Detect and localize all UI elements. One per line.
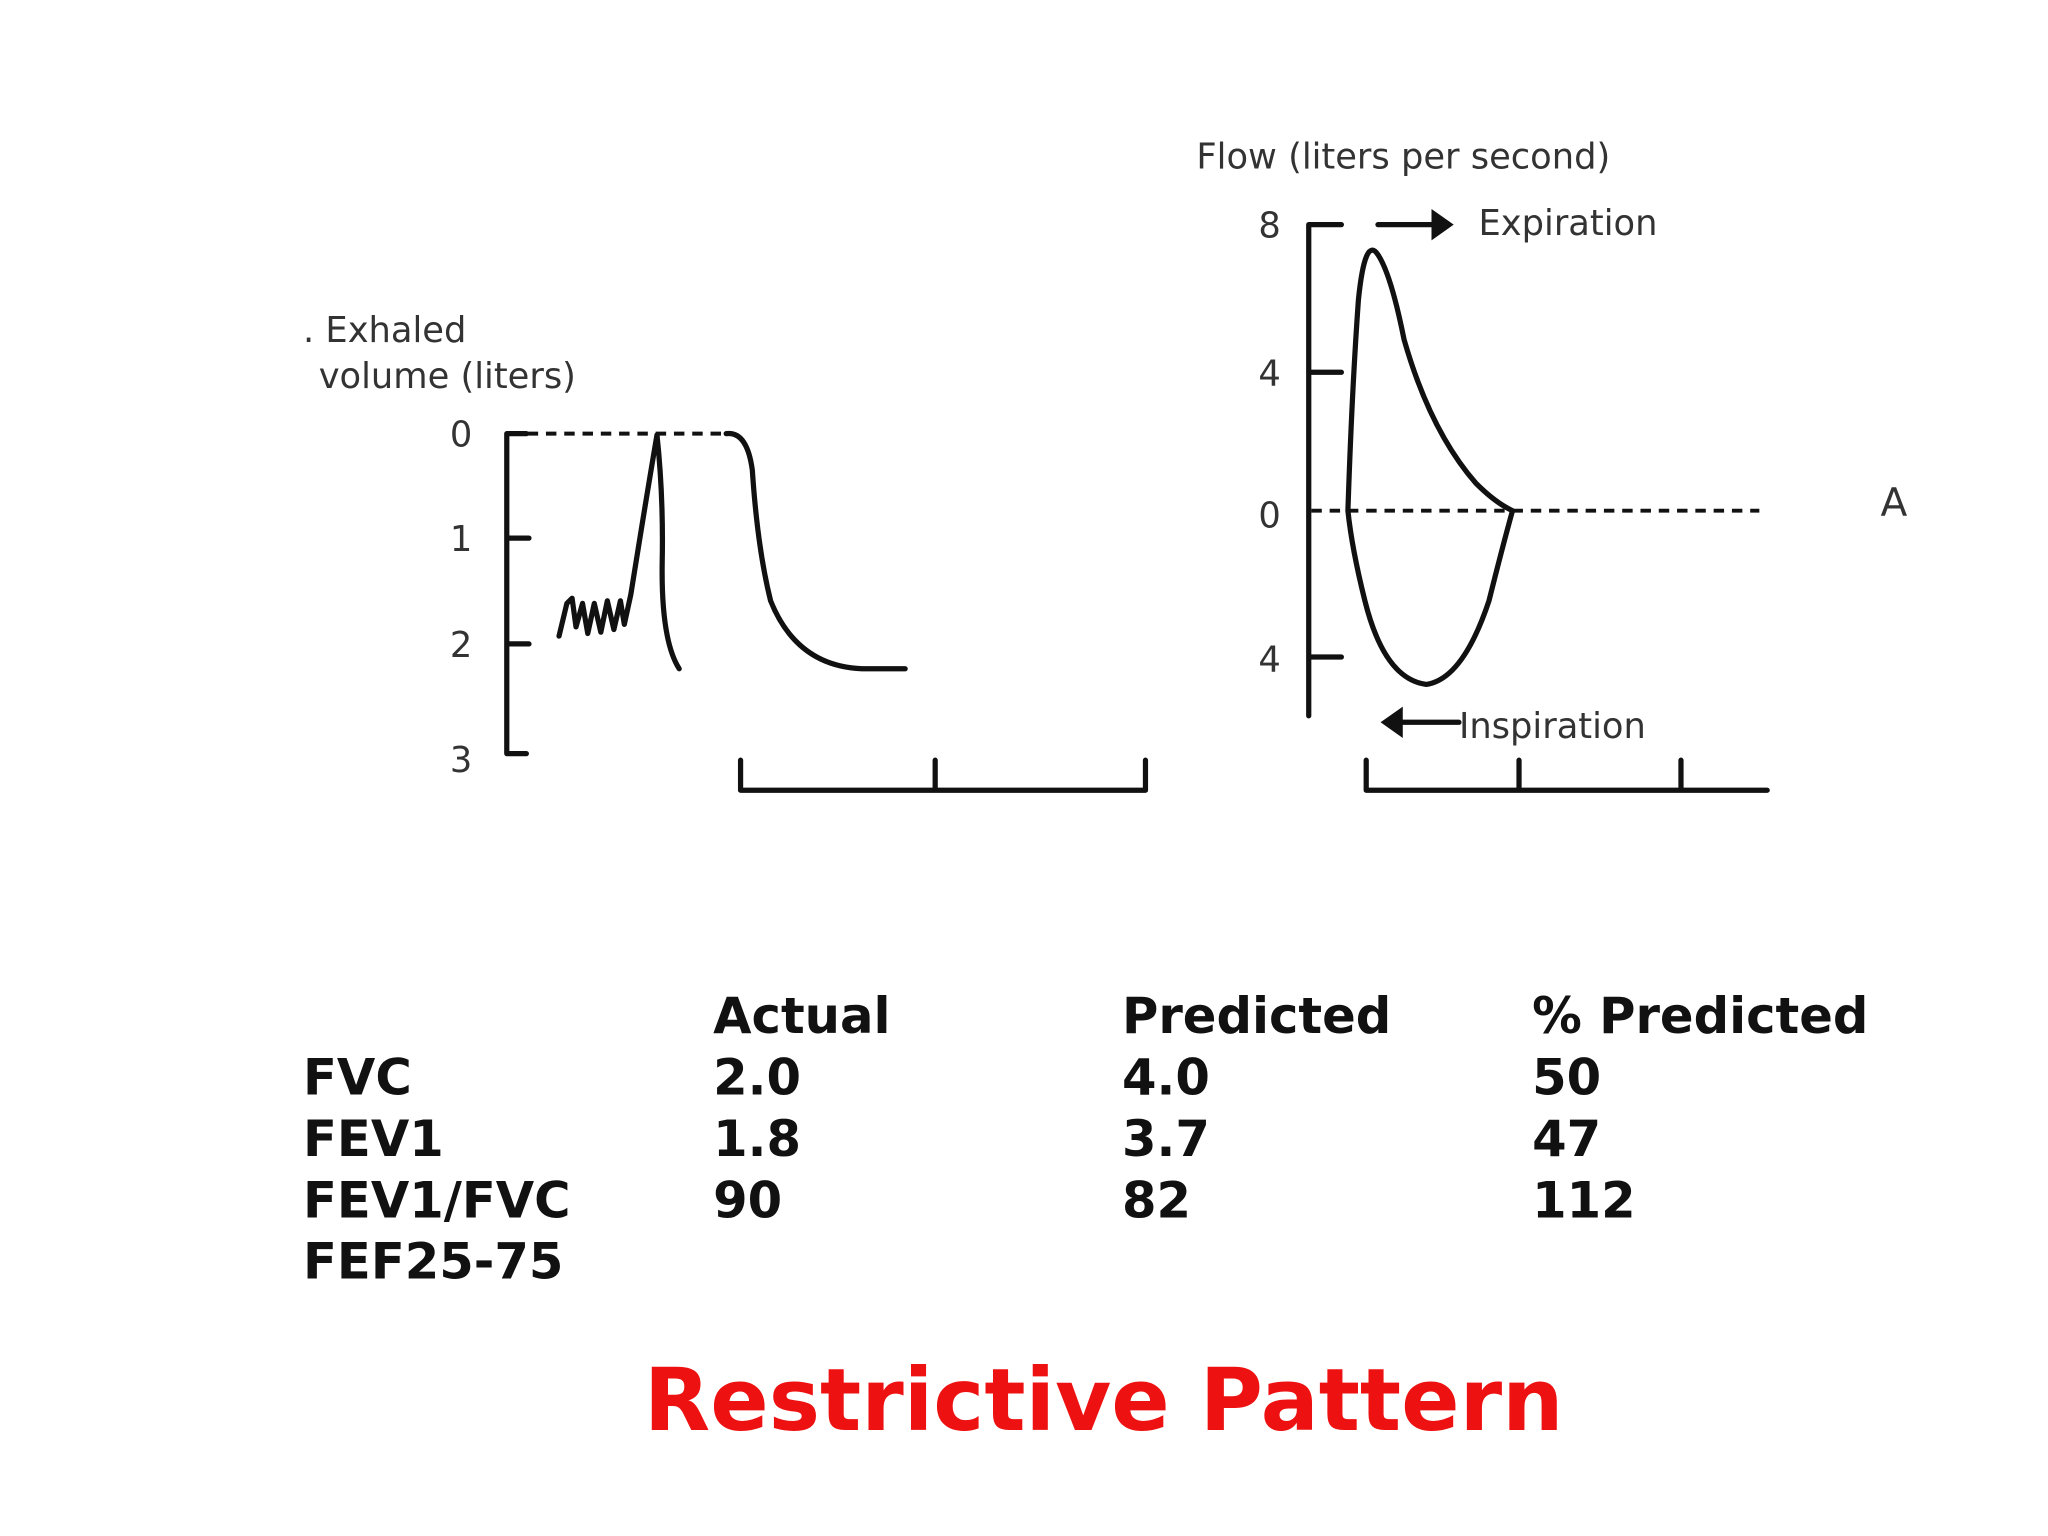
column-header: Predicted: [1122, 987, 1391, 1045]
slide-title: Restrictive Pattern: [644, 1351, 1564, 1451]
axis-label: . Exhaled: [303, 310, 466, 351]
annotation: Expiration: [1479, 203, 1658, 244]
cell: 1.8: [713, 1110, 801, 1168]
axis-label: Flow (liters per second): [1196, 136, 1610, 177]
column-header: % Predicted: [1532, 987, 1868, 1045]
tick-label: 1: [450, 519, 472, 560]
cell: 2.0: [713, 1049, 801, 1107]
cell: 90: [713, 1171, 782, 1229]
annotation: Inspiration: [1459, 706, 1646, 747]
arrow-head: [1431, 208, 1454, 241]
row-label: FEV1/FVC: [303, 1171, 571, 1229]
tick-label: 0: [1258, 496, 1280, 537]
curve: [723, 431, 908, 672]
volume-chart: . Exhaled volume (liters) 0 1 2 3: [303, 310, 1149, 793]
cell: 3.7: [1122, 1110, 1210, 1168]
cell: 4.0: [1122, 1049, 1210, 1107]
loop: [1345, 247, 1516, 688]
x-axis: [737, 757, 1149, 793]
column-header: Actual: [713, 987, 890, 1045]
cell: 50: [1532, 1049, 1601, 1107]
panel-label: A: [1880, 481, 1907, 526]
cell: 82: [1122, 1171, 1191, 1229]
tick-label: 2: [450, 625, 472, 666]
row-label: FEF25-75: [303, 1233, 563, 1291]
tick-label: 4: [1258, 353, 1280, 394]
tick-label: 4: [1258, 639, 1280, 680]
results-table: Actual Predicted % Predicted FVC 2.0 4.0…: [303, 987, 1868, 1291]
axis-label: volume (liters): [319, 356, 576, 397]
row-label: FVC: [303, 1049, 412, 1107]
tick-label: 3: [450, 740, 472, 781]
curve: [556, 432, 682, 672]
tick-label: 8: [1258, 206, 1280, 247]
cell: 47: [1532, 1110, 1601, 1168]
row-label: FEV1: [303, 1110, 444, 1168]
arrow-head: [1380, 706, 1403, 738]
flow-chart: Flow (liters per second) 8 4 0 4 Expirat…: [1196, 136, 1907, 793]
x-axis: [1363, 757, 1770, 793]
cell: 112: [1532, 1171, 1636, 1229]
tick-label: 0: [450, 415, 472, 456]
y-axis: [1306, 222, 1344, 719]
y-axis: [504, 431, 532, 757]
